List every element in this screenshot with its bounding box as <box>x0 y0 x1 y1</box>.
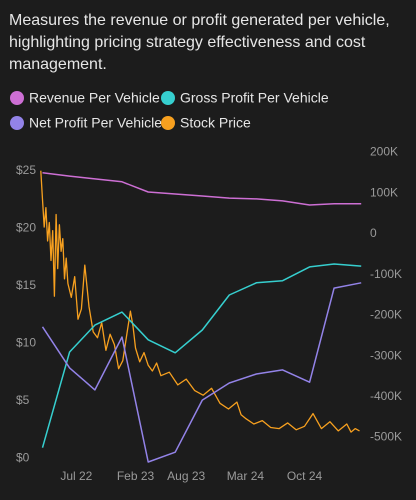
x-tick-label: Oct 24 <box>287 469 323 483</box>
legend-label: Stock Price <box>180 115 251 131</box>
y2-tick-label: 200K <box>370 145 398 159</box>
legend-marker <box>10 116 24 130</box>
series-line <box>41 282 362 463</box>
x-tick-label: Feb 23 <box>117 469 155 483</box>
y2-tick-label: -400K <box>370 389 402 403</box>
y-tick-label: $20 <box>16 220 36 234</box>
y2-tick-label: 0 <box>370 226 377 240</box>
y2-tick-label: -200K <box>370 308 402 322</box>
chart-title: Measures the revenue or profit generated… <box>9 12 390 73</box>
y-tick-label: $5 <box>16 393 30 407</box>
y2-tick-label: -300K <box>370 348 402 362</box>
y-tick-label: $25 <box>16 163 36 177</box>
series-line <box>42 172 362 206</box>
series-line <box>40 170 360 433</box>
legend-marker <box>161 116 175 130</box>
y-tick-label: $10 <box>16 336 36 350</box>
y2-tick-label: 100K <box>370 185 398 199</box>
x-tick-label: Jul 22 <box>60 469 92 483</box>
y2-tick-label: -100K <box>370 267 402 281</box>
x-tick-label: Mar 24 <box>227 469 265 483</box>
legend-label: Revenue Per Vehicle <box>29 90 160 106</box>
y-tick-label: $0 <box>16 451 30 465</box>
legend-label: Gross Profit Per Vehicle <box>180 90 329 106</box>
y2-tick-label: -500K <box>370 430 402 444</box>
x-tick-label: Aug 23 <box>167 469 205 483</box>
legend-marker <box>161 91 175 105</box>
legend-marker <box>10 91 24 105</box>
legend-label: Net Profit Per Vehicle <box>29 115 162 131</box>
y-tick-label: $15 <box>16 278 36 292</box>
series-line <box>41 263 362 448</box>
